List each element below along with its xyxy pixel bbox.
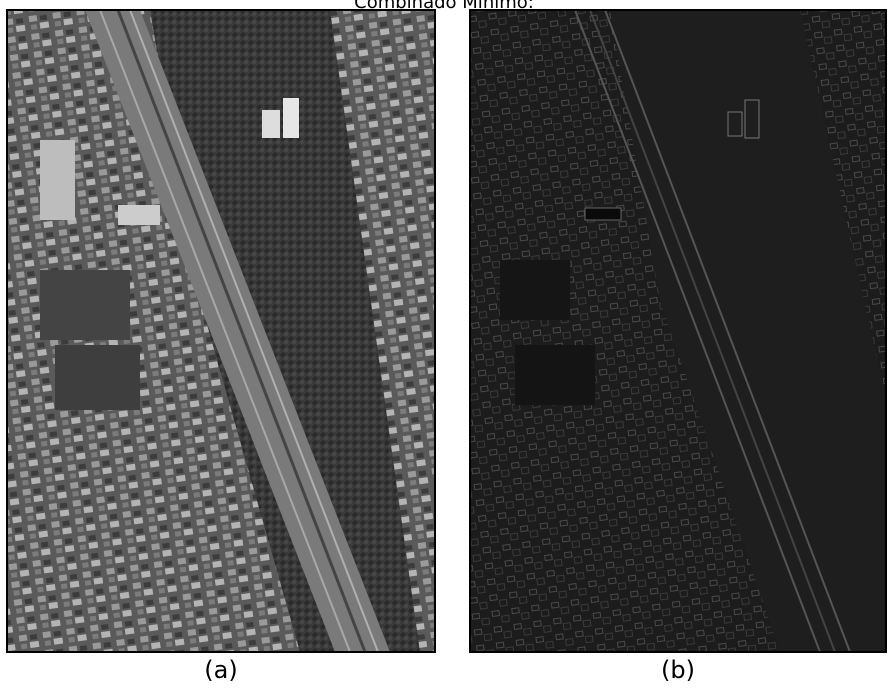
panel-label: (b)	[661, 656, 695, 684]
panel-label: (a)	[204, 656, 237, 684]
page: Combinado Mínimo: (a) (b) (() => { const…	[0, 0, 888, 688]
image-a	[7, 10, 435, 652]
image-b	[470, 10, 886, 652]
figure: Combinado Mínimo: (a) (b)	[0, 0, 888, 688]
